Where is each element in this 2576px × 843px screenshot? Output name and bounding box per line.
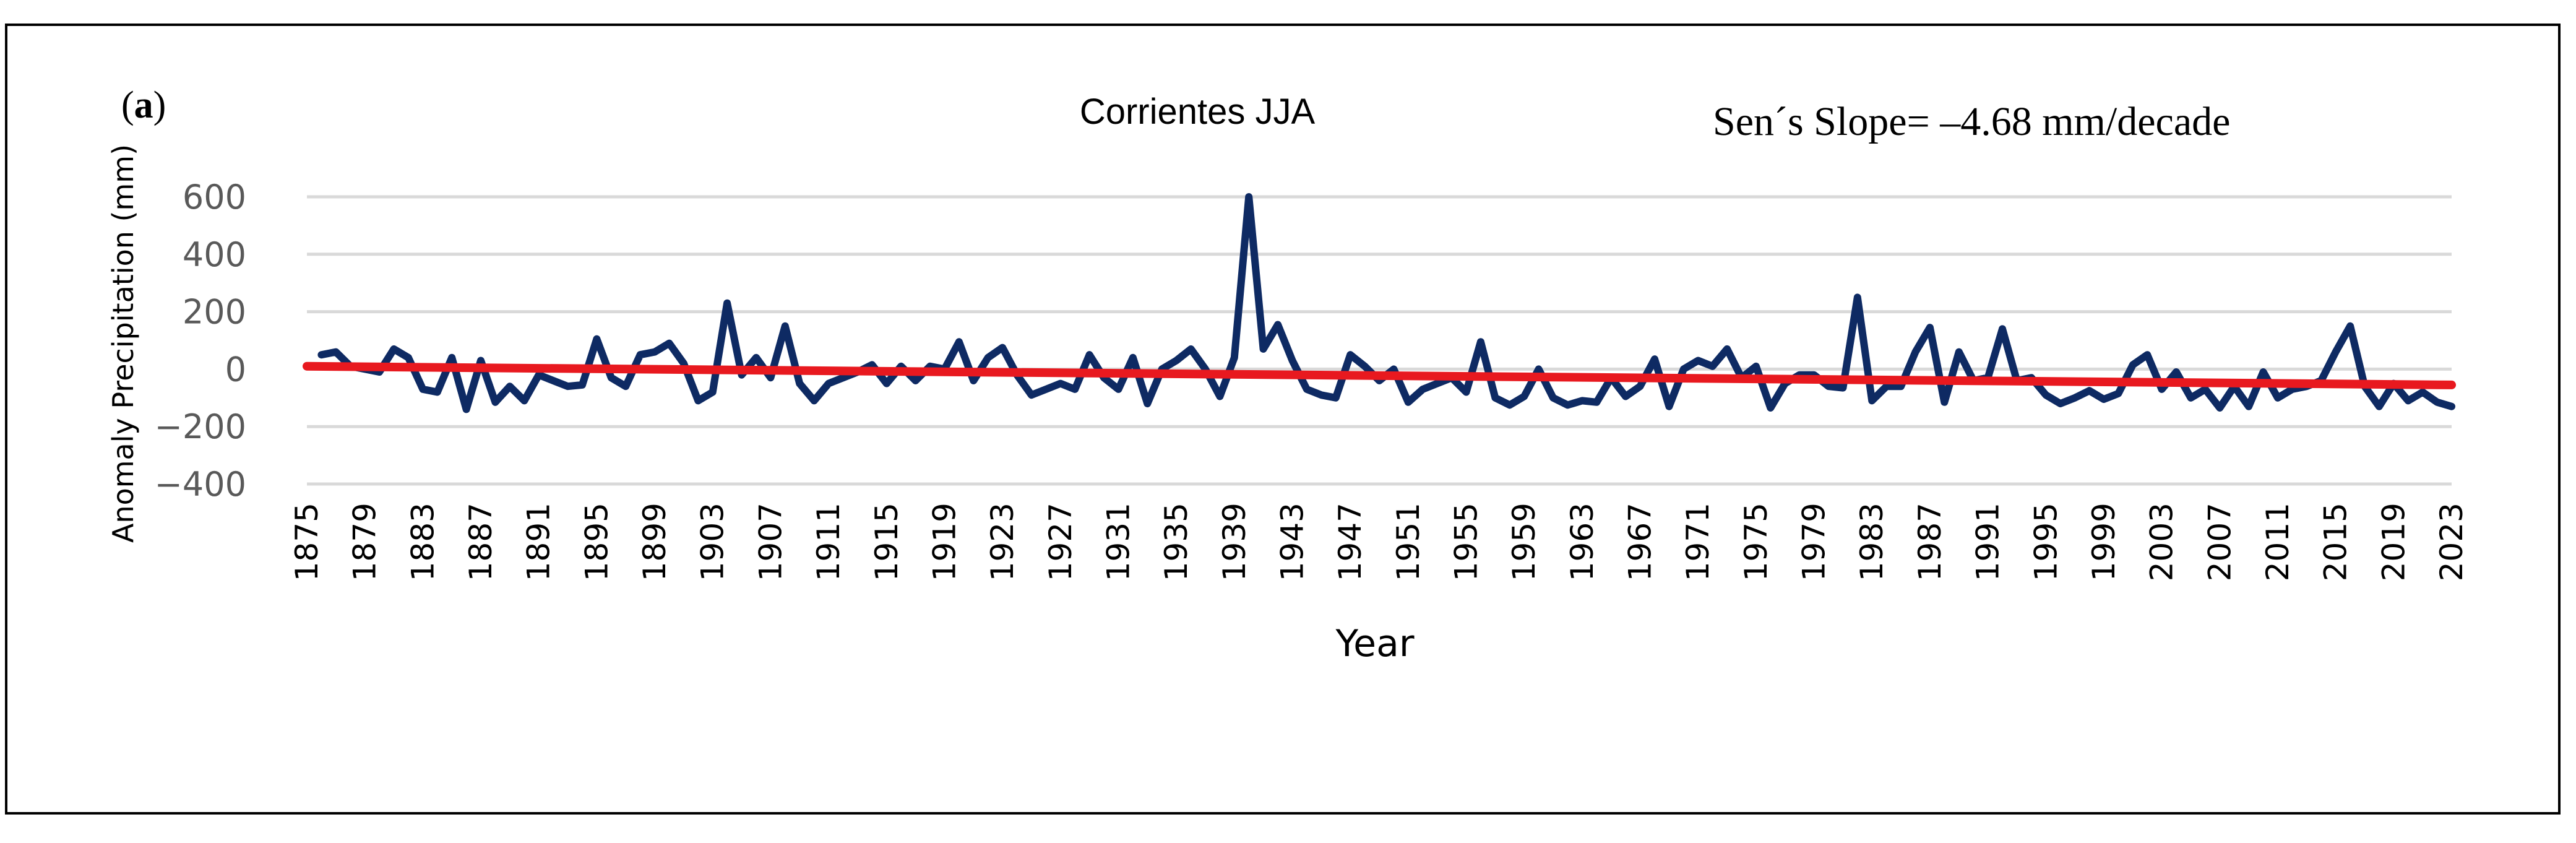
x-tick-label: 1947	[1332, 503, 1368, 581]
x-tick-label: 1971	[1680, 503, 1716, 581]
x-tick-label: 1887	[463, 503, 499, 581]
x-tick-label: 2015	[2318, 503, 2354, 581]
chart-title: Corrientes JJA	[1080, 92, 1316, 132]
x-tick-label: 1883	[405, 503, 441, 581]
sens-slope-annotation: Sen´s Slope= –4.68 mm/decade	[1713, 99, 2230, 144]
x-tick-label: 1875	[289, 503, 325, 581]
x-tick-label: 1891	[521, 503, 557, 581]
y-tick-label: 200	[183, 293, 246, 332]
x-tick-label: 1931	[1100, 503, 1136, 581]
x-tick-label: 1983	[1854, 503, 1890, 581]
x-tick-label: 1899	[637, 503, 673, 581]
x-tick-label: 1911	[811, 503, 846, 581]
x-tick-label: 1943	[1274, 503, 1310, 581]
x-tick-label: 1939	[1217, 503, 1252, 581]
x-tick-label: 1951	[1390, 503, 1426, 581]
gridlines	[307, 195, 2452, 486]
x-tick-label: 1959	[1506, 503, 1542, 581]
x-tick-label: 1999	[2086, 503, 2122, 581]
x-tick-label: 1923	[984, 503, 1020, 581]
x-tick-label: 1967	[1622, 503, 1658, 581]
x-tick-label: 1979	[1796, 503, 1832, 581]
y-axis-title: Anomaly Precipitation (mm)	[106, 144, 140, 543]
x-tick-label: 2007	[2202, 503, 2238, 581]
x-tick-label: 1879	[347, 503, 383, 581]
x-tick-label: 1995	[2028, 503, 2064, 581]
trend-line	[303, 361, 2456, 389]
x-tick-label: 1975	[1738, 503, 1774, 581]
x-tick-label: 1963	[1564, 503, 1600, 581]
x-tick-label: 2003	[2144, 503, 2180, 581]
x-tick-label: 1935	[1158, 503, 1194, 581]
x-tick-label: 1927	[1043, 503, 1079, 581]
x-axis-title: Year	[1335, 622, 1414, 665]
x-tick-label: 1919	[926, 503, 962, 581]
y-tick-label: 600	[183, 178, 246, 217]
x-tick-label: 1987	[1912, 503, 1948, 581]
x-tick-label: 2023	[2434, 503, 2470, 581]
y-tick-label: 0	[225, 350, 246, 389]
x-tick-label: 1991	[1970, 503, 2006, 581]
x-axis-ticks: 1875 1879 1883 1887 1891 1895 1899 1903 1907 1911…	[289, 503, 2470, 581]
x-tick-label: 1915	[869, 503, 905, 581]
figure-frame	[5, 24, 2561, 815]
series-layer	[303, 193, 2456, 413]
x-tick-label: 1895	[579, 503, 614, 581]
y-tick-label: −400	[155, 465, 246, 504]
y-axis-ticks: 600 400 200 0 −200 −400	[155, 178, 246, 504]
x-tick-label: 1907	[752, 503, 788, 581]
x-tick-label: 2011	[2260, 503, 2296, 581]
panel-label: (a)	[121, 84, 166, 126]
x-tick-label: 1903	[695, 503, 731, 581]
x-tick-label: 1955	[1449, 503, 1484, 581]
x-tick-label: 2019	[2376, 503, 2411, 581]
y-tick-label: −200	[155, 407, 246, 446]
y-tick-label: 400	[183, 235, 246, 274]
